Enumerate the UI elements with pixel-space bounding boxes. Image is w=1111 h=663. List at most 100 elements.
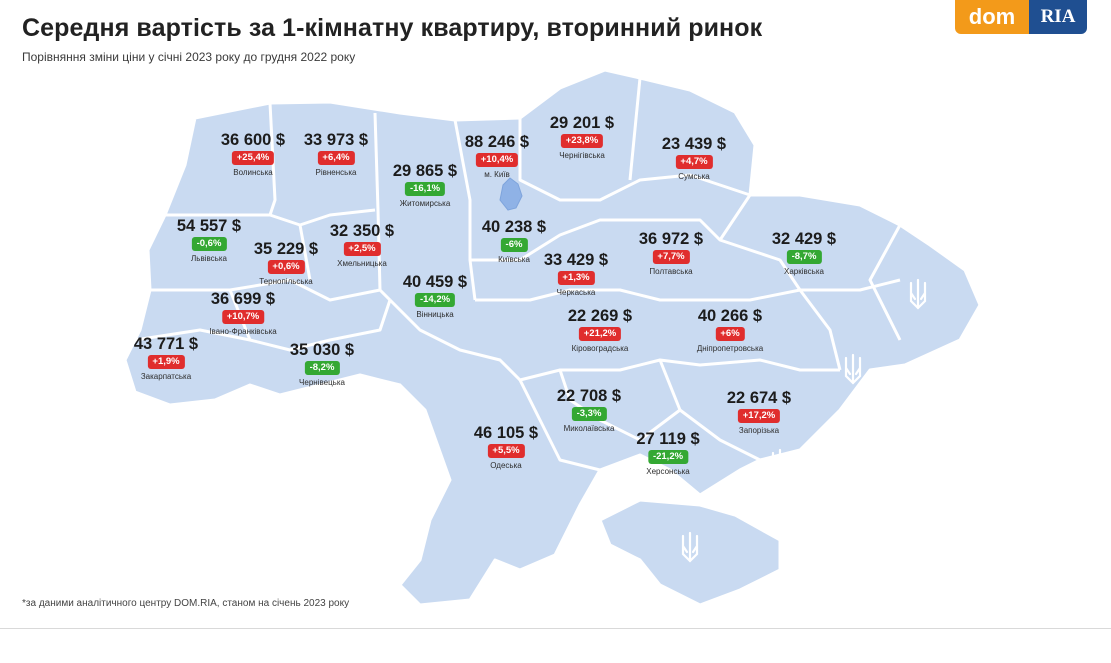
region-change-badge: +2,5% xyxy=(343,242,381,256)
border-line xyxy=(628,77,642,181)
kyiv-city-marker xyxy=(499,177,523,211)
region-price: 32 429 $ xyxy=(771,230,837,248)
region-price: 43 771 $ xyxy=(133,335,199,353)
region-change-badge: -8,7% xyxy=(786,250,822,264)
border-line xyxy=(268,102,277,216)
region-price: 35 229 $ xyxy=(253,240,319,258)
dom-ria-logo: dom RIA xyxy=(955,0,1087,34)
region-name: Житомирська xyxy=(399,199,451,208)
region-price: 40 266 $ xyxy=(697,307,763,325)
trident-icon xyxy=(844,353,862,385)
region-chernihivska: 29 201 $ +23,8% Чернігівська xyxy=(550,114,614,160)
region-kyiv-city: 88 246 $ +10,4% м. Київ xyxy=(465,133,529,179)
region-name: м. Київ xyxy=(484,170,510,179)
border-line xyxy=(388,298,522,382)
region-name: Сумська xyxy=(678,172,710,181)
region-price: 36 699 $ xyxy=(210,290,276,308)
region-name: Хмельницька xyxy=(337,259,387,268)
region-price: 88 246 $ xyxy=(464,133,530,151)
region-ivano-frankivska: 36 699 $ +10,7% Івано-Франківська xyxy=(209,290,277,336)
region-price: 36 600 $ xyxy=(220,131,286,149)
region-price: 36 972 $ xyxy=(638,230,704,248)
region-change-badge: -3,3% xyxy=(571,407,607,421)
trident-icon xyxy=(909,278,927,310)
border-line xyxy=(868,224,902,341)
divider xyxy=(0,628,1111,629)
region-name: Івано-Франківська xyxy=(209,327,277,336)
border-line xyxy=(718,194,752,241)
region-change-badge: -16,1% xyxy=(404,182,446,196)
region-dnipropetrovska: 40 266 $ +6% Дніпропетровська xyxy=(697,307,763,353)
border-line xyxy=(298,224,312,281)
region-name: Рівненська xyxy=(315,168,357,177)
region-price: 35 030 $ xyxy=(289,341,355,359)
region-rivnenska: 33 973 $ +6,4% Рівненська xyxy=(304,131,368,177)
region-zhytomyrska: 29 865 $ -16,1% Житомирська xyxy=(393,162,457,208)
border-line xyxy=(228,289,392,352)
page-title: Середня вартість за 1-кімнатну квартиру,… xyxy=(22,14,763,42)
region-name: Закарпатська xyxy=(140,372,192,381)
region-change-badge: -21,2% xyxy=(647,450,689,464)
region-name: Херсонська xyxy=(646,467,690,476)
region-change-badge: +0,6% xyxy=(267,260,305,274)
border-line xyxy=(134,328,251,342)
page-subtitle: Порівняння зміни ціни у січні 2023 року … xyxy=(22,50,356,64)
region-lvivska: 54 557 $ -0,6% Львівська xyxy=(177,217,241,263)
border-line xyxy=(453,119,477,301)
trident-icon xyxy=(771,448,789,480)
logo-ria-text: RIA xyxy=(1029,0,1087,34)
region-volynska: 36 600 $ +25,4% Волинська xyxy=(221,131,285,177)
region-price: 33 973 $ xyxy=(303,131,369,149)
region-name: Кіровоградська xyxy=(571,344,629,353)
region-change-badge: +5,5% xyxy=(487,444,525,458)
region-poltavska: 36 972 $ +7,7% Полтавська xyxy=(639,230,703,276)
region-change-badge: +1,9% xyxy=(147,355,185,369)
region-change-badge: -6% xyxy=(500,238,528,252)
logo-dom-text: dom xyxy=(955,0,1029,34)
border-line xyxy=(470,218,640,262)
region-price: 54 557 $ xyxy=(176,217,242,235)
region-change-badge: +23,8% xyxy=(560,134,604,148)
region-name: Дніпропетровська xyxy=(696,344,764,353)
region-sumska: 23 439 $ +4,7% Сумська xyxy=(662,135,726,181)
region-change-badge: -14,2% xyxy=(414,293,456,307)
region-price: 22 269 $ xyxy=(567,307,633,325)
region-zakarpatska: 43 771 $ +1,9% Закарпатська xyxy=(134,335,198,381)
region-price: 29 201 $ xyxy=(549,114,615,132)
region-change-badge: +17,2% xyxy=(737,409,781,423)
border-line xyxy=(475,288,700,302)
border-line xyxy=(519,358,840,382)
region-change-badge: -0,6% xyxy=(191,237,227,251)
footnote: *за даними аналітичного центру DOM.RIA, … xyxy=(22,598,350,609)
region-cherkaska: 33 429 $ +1,3% Черкаська xyxy=(544,251,608,297)
region-name: Черкаська xyxy=(556,288,596,297)
region-name: Одеська xyxy=(490,461,522,470)
region-name: Полтавська xyxy=(649,267,693,276)
border-line xyxy=(518,379,601,472)
region-price: 33 429 $ xyxy=(543,251,609,269)
region-name: Харківська xyxy=(784,267,824,276)
region-price: 22 674 $ xyxy=(726,389,792,407)
region-change-badge: +6,4% xyxy=(317,151,355,165)
region-name: Київська xyxy=(498,255,530,264)
region-name: Миколаївська xyxy=(563,424,615,433)
region-kharkivska: 32 429 $ -8,7% Харківська xyxy=(772,230,836,276)
region-name: Львівська xyxy=(191,254,227,263)
trident-icon xyxy=(681,531,699,563)
region-name: Чернівецька xyxy=(299,378,345,387)
region-change-badge: +7,7% xyxy=(652,250,690,264)
region-change-badge: +1,3% xyxy=(557,271,595,285)
region-price: 40 238 $ xyxy=(481,218,547,236)
region-kirovohradska: 22 269 $ +21,2% Кіровоградська xyxy=(568,307,632,353)
region-name: Волинська xyxy=(233,168,273,177)
region-price: 40 459 $ xyxy=(402,273,468,291)
region-khersonska: 27 119 $ -21,2% Херсонська xyxy=(636,430,699,476)
region-change-badge: +25,4% xyxy=(231,151,275,165)
region-mykolaivska: 22 708 $ -3,3% Миколаївська xyxy=(557,387,621,433)
border-line xyxy=(518,118,751,202)
border-line xyxy=(798,289,842,371)
region-price: 22 708 $ xyxy=(556,387,622,405)
region-change-badge: +4,7% xyxy=(675,155,713,169)
region-price: 23 439 $ xyxy=(661,135,727,153)
